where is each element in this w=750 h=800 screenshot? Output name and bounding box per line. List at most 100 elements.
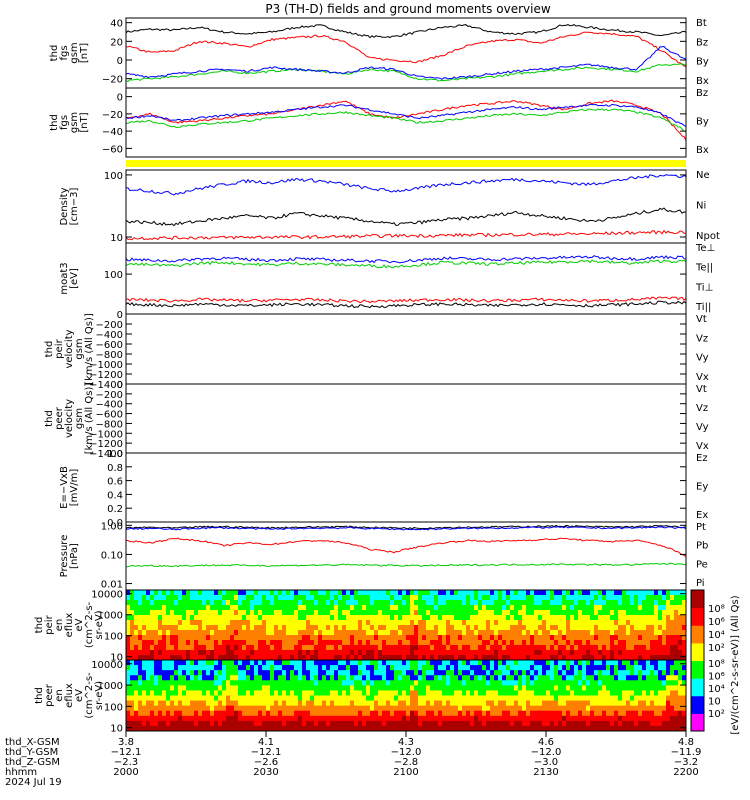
heatmap-cell [538,660,542,665]
heatmap-cell [382,620,386,625]
heatmap-cell [242,640,246,645]
heatmap-cell [162,701,166,706]
heatmap-cell [490,615,494,620]
heatmap-cell [306,716,310,721]
heatmap-cell [186,615,190,620]
heatmap-cell [230,600,234,605]
heatmap-cell [222,660,226,665]
heatmap-cell [234,660,238,665]
heatmap-cell [282,665,286,670]
heatmap-cell [374,590,378,595]
heatmap-cell [382,625,386,630]
heatmap-cell [286,670,290,675]
heatmap-cell [166,650,170,655]
heatmap-cell [314,660,318,665]
heatmap-cell [582,600,586,605]
heatmap-cell [494,660,498,665]
heatmap-cell [458,685,462,690]
heatmap-cell [326,615,330,620]
heatmap-cell [566,625,570,630]
heatmap-cell [458,706,462,711]
heatmap-cell [558,690,562,695]
heatmap-cell [162,716,166,721]
heatmap-cell [462,721,466,726]
heatmap-cell [650,711,654,716]
heatmap-cell [386,706,390,711]
heatmap-cell [506,701,510,706]
heatmap-cell [178,620,182,625]
x-tick-label: 2100 [393,767,418,778]
heatmap-cell [530,635,534,640]
heatmap-cell [182,716,186,721]
heatmap-cell [586,650,590,655]
heatmap-cell [498,706,502,711]
heatmap-cell [562,600,566,605]
heatmap-cell [194,590,198,595]
heatmap-cell [546,635,550,640]
heatmap-cell [174,615,178,620]
heatmap-cell [450,595,454,600]
heatmap-cell [594,610,598,615]
heatmap-cell [174,590,178,595]
heatmap-cell [258,675,262,680]
heatmap-cell [202,635,206,640]
heatmap-cell [374,610,378,615]
heatmap-cell [290,635,294,640]
heatmap-cell [126,640,130,645]
y-axis-label: [nPa] [69,543,80,569]
heatmap-cell [182,650,186,655]
heatmap-cell [234,590,238,595]
heatmap-cell [482,600,486,605]
heatmap-cell [378,645,382,650]
heatmap-cell [358,610,362,615]
heatmap-cell [150,696,154,701]
heatmap-cell [550,690,554,695]
heatmap-cell [242,590,246,595]
heatmap-cell [406,721,410,726]
heatmap-cell [582,615,586,620]
colorbar-tick-label: 10⁸ [708,659,725,670]
heatmap-cell [502,630,506,635]
heatmap-cell [606,701,610,706]
heatmap-cell [158,711,162,716]
heatmap-cell [174,595,178,600]
heatmap-cell [250,615,254,620]
heatmap-cell [330,635,334,640]
heatmap-cell [498,716,502,721]
heatmap-cell [478,615,482,620]
heatmap-cell [446,670,450,675]
heatmap-cell [314,721,318,726]
heatmap-cell [530,696,534,701]
heatmap-cell [322,721,326,726]
heatmap-cell [434,640,438,645]
heatmap-cell [494,635,498,640]
heatmap-cell [590,640,594,645]
heatmap-cell [362,605,366,610]
heatmap-cell [390,660,394,665]
heatmap-cell [662,716,666,721]
heatmap-cell [154,716,158,721]
heatmap-cell [442,625,446,630]
heatmap-cell [454,635,458,640]
heatmap-cell [466,670,470,675]
heatmap-cell [222,680,226,685]
heatmap-cell [166,690,170,695]
heatmap-cell [270,590,274,595]
heatmap-cell [414,721,418,726]
heatmap-cell [222,640,226,645]
heatmap-cell [494,610,498,615]
heatmap-cell [434,610,438,615]
heatmap-cell [418,665,422,670]
heatmap-cell [298,605,302,610]
heatmap-cell [578,716,582,721]
heatmap-cell [382,670,386,675]
heatmap-cell [638,630,642,635]
heatmap-cell [270,701,274,706]
heatmap-cell [482,675,486,680]
heatmap-cell [154,645,158,650]
heatmap-cell [230,711,234,716]
heatmap-cell [650,640,654,645]
heatmap-cell [162,635,166,640]
heatmap-cell [666,605,670,610]
